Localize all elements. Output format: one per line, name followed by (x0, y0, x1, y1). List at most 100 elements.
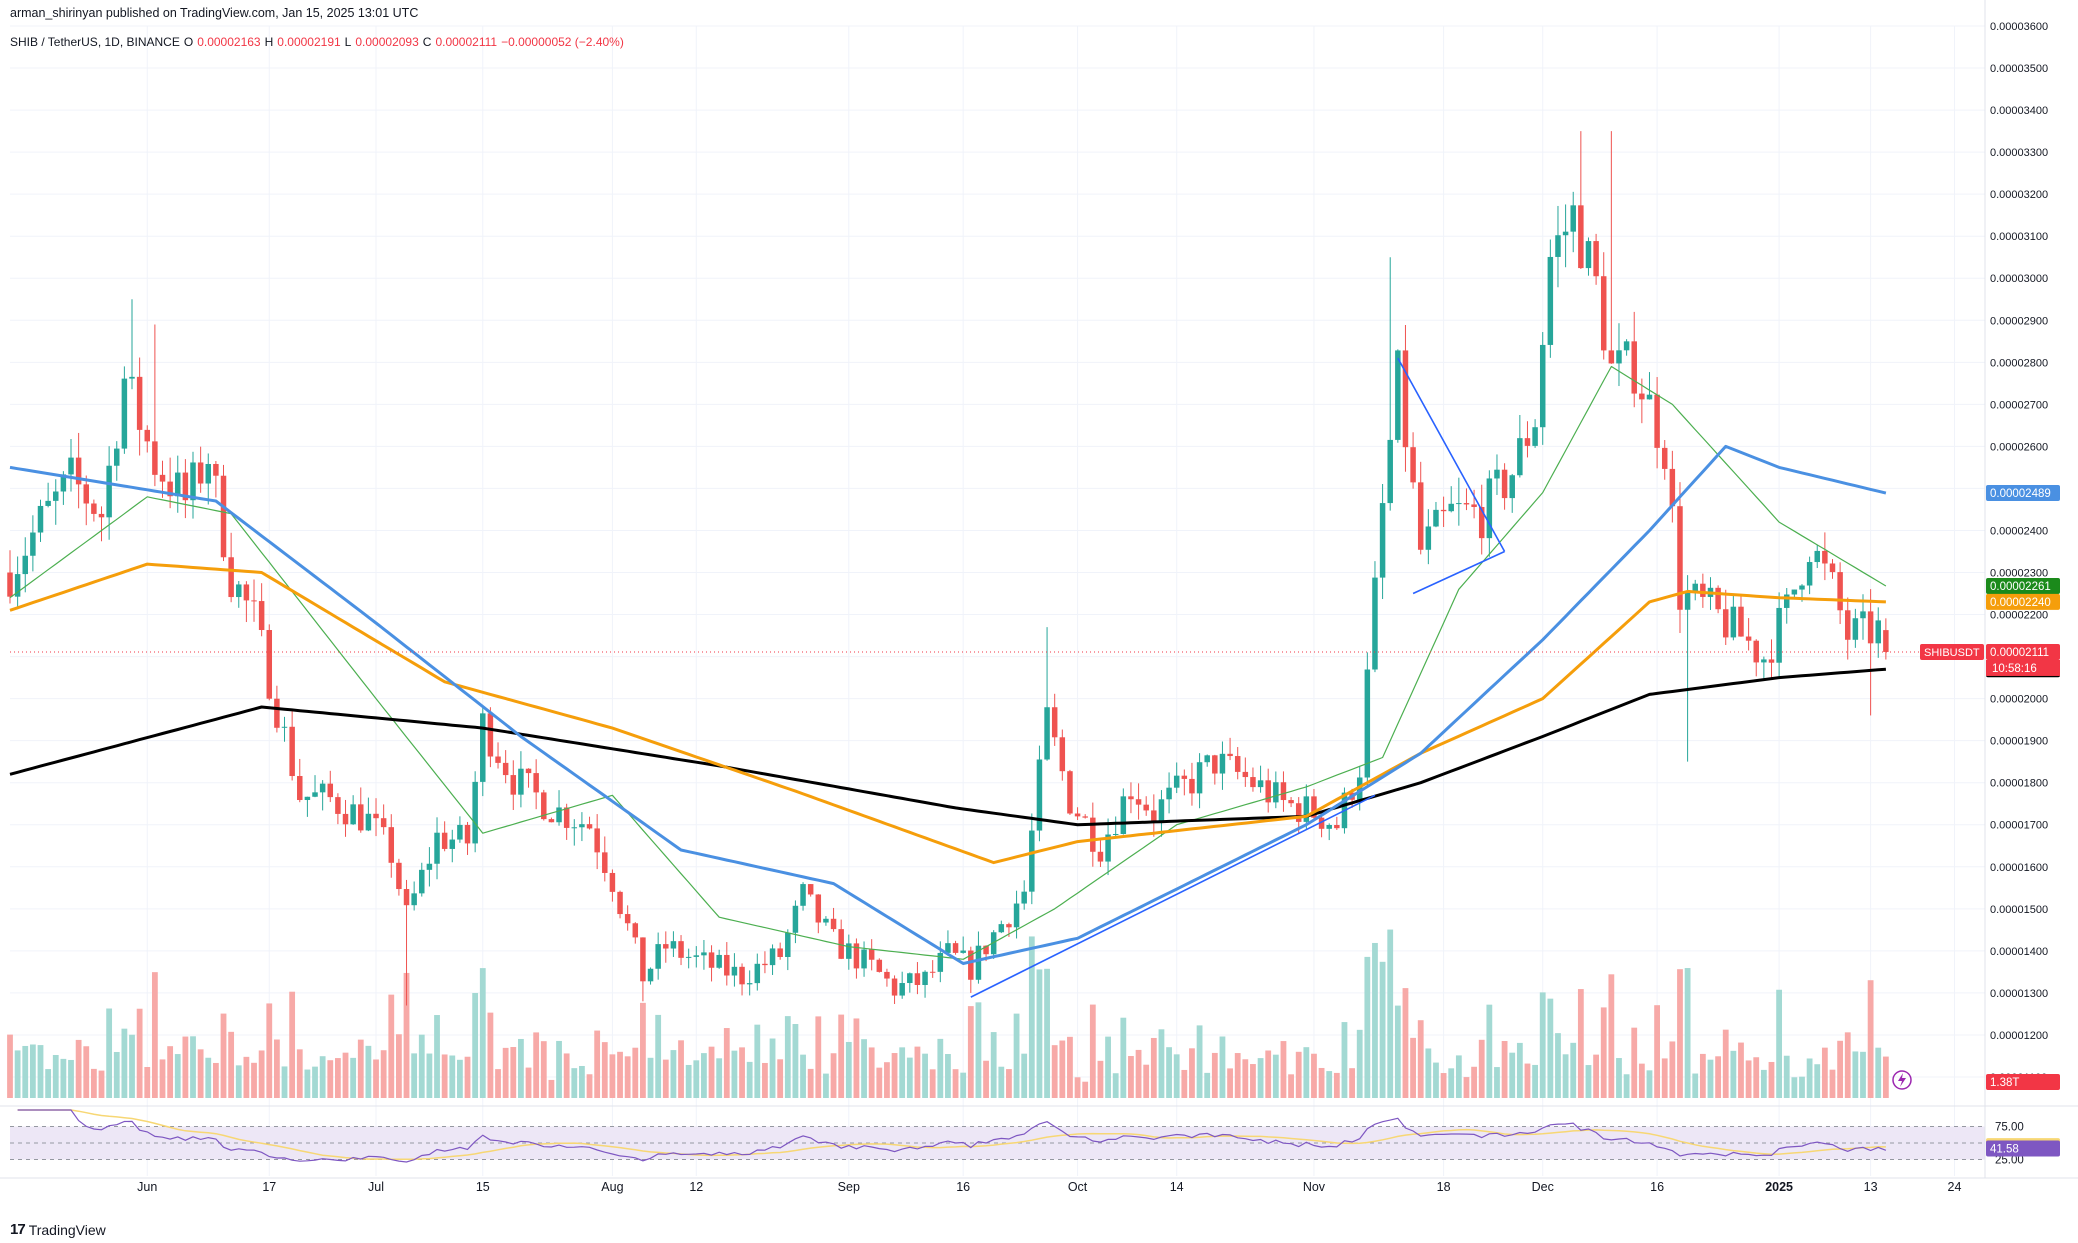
volume-bar (1425, 1048, 1432, 1098)
volume-bar (7, 1034, 13, 1098)
volume-bar (906, 1057, 913, 1098)
candle-body (739, 966, 745, 985)
candle-body (983, 945, 989, 955)
volume-bar (1394, 1005, 1401, 1098)
candle-body (1181, 775, 1188, 779)
candle-body (1067, 771, 1073, 814)
candle-body (899, 983, 905, 996)
candle-body (1852, 618, 1859, 640)
volume-bar (1356, 1029, 1363, 1098)
volume-bar (136, 1008, 143, 1098)
candle-body (350, 804, 356, 825)
volume-bar (495, 1069, 501, 1098)
volume-bar (380, 1050, 387, 1098)
volume-bar (1128, 1056, 1134, 1098)
y-tick-label: 0.00002800 (1990, 357, 2048, 369)
candle-body (716, 954, 722, 968)
candle-body (1379, 503, 1386, 578)
candle-body (792, 905, 799, 933)
volume-bar (441, 1054, 448, 1098)
candle-body (502, 762, 509, 776)
candle-body (380, 818, 387, 828)
candle-body (1082, 816, 1088, 818)
volume-bar (396, 1034, 402, 1098)
candle-body (121, 378, 128, 449)
candle-body (1051, 707, 1058, 738)
volume-bar (1669, 1041, 1676, 1098)
y-tick-label: 0.00001200 (1990, 1030, 2048, 1042)
rsi-tick-label: 75.00 (1995, 1122, 2024, 1134)
candle-body (1105, 834, 1111, 862)
volume-bar (1478, 1039, 1485, 1098)
candle-body (945, 943, 951, 953)
volume-bar (1577, 989, 1584, 1098)
candle-body (990, 932, 997, 955)
ma100-label: 0.00002240 (1990, 597, 2051, 609)
candle-body (746, 983, 753, 985)
volume-bar (845, 1041, 852, 1098)
candle-body (1448, 503, 1454, 512)
volume-bar (1677, 969, 1683, 1098)
volume-bar (1799, 1076, 1805, 1098)
rsi-ma-value-label-bg (1986, 1140, 2060, 1157)
volume-bar (1844, 1032, 1851, 1098)
candle-body (197, 462, 204, 484)
candle-body (815, 894, 822, 923)
volume-bar (1463, 1077, 1470, 1098)
candle-body (1623, 341, 1630, 351)
volume-bar (129, 1034, 135, 1098)
volume-bar (876, 1067, 883, 1098)
candle-body (266, 630, 273, 699)
countdown-bg (1986, 659, 2060, 676)
volume-bar (1776, 989, 1783, 1098)
candle-body (1631, 341, 1637, 394)
volume-bar (891, 1053, 898, 1098)
volume-bar (1684, 968, 1691, 1098)
volume-bar (632, 1047, 639, 1098)
x-tick-label: Aug (601, 1180, 623, 1194)
volume-bar (1364, 956, 1371, 1098)
candle-body (472, 781, 478, 844)
volume-bar (1311, 1053, 1317, 1098)
candle-body (1547, 256, 1554, 345)
candle-body (1288, 800, 1294, 804)
high-value: 0.00002191 (277, 35, 341, 49)
candle-body (1334, 825, 1340, 829)
candle-body (1250, 777, 1256, 788)
candle-body (464, 824, 471, 844)
volume-bar (1402, 988, 1409, 1098)
candle-body (1112, 833, 1119, 835)
volume-bar (144, 1066, 151, 1098)
volume-bar (472, 992, 479, 1098)
candle-body (1074, 813, 1081, 817)
volume-bar (1730, 1050, 1737, 1098)
candle-body (769, 948, 776, 966)
candle-body (914, 973, 921, 985)
candle-body (1425, 526, 1432, 550)
candle-body (708, 952, 715, 968)
tradingview-footer[interactable]: 17 TradingView (10, 1221, 106, 1238)
candle-body (1166, 787, 1172, 800)
candle-body (807, 884, 814, 895)
candle-body (1700, 583, 1706, 597)
candle-body (1204, 755, 1210, 763)
volume-bar (1547, 998, 1554, 1098)
volume-bar (647, 1057, 654, 1098)
candle-body (1265, 780, 1271, 803)
volume-bar (701, 1053, 707, 1098)
volume-bar (1227, 1068, 1233, 1098)
candle-body (68, 457, 74, 475)
volume-bar (1006, 1069, 1012, 1098)
countdown-label: 10:58:16 (1992, 663, 2037, 675)
volume-bar (1738, 1042, 1744, 1098)
candle-body (495, 756, 501, 763)
volume-bar (1768, 1061, 1775, 1098)
y-tick-label: 0.00001300 (1990, 988, 2048, 1000)
symbol-name[interactable]: SHIB / TetherUS, 1D, BINANCE (10, 35, 180, 49)
volume-bar (388, 994, 395, 1098)
volume-label-bg (1986, 1074, 2060, 1090)
volume-bar (464, 1056, 471, 1098)
candle-body (1090, 817, 1096, 852)
candle-body (533, 773, 539, 793)
